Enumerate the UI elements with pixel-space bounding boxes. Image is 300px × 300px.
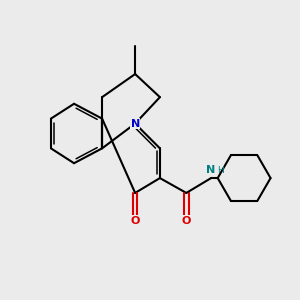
Text: O: O	[130, 216, 140, 226]
Text: N: N	[130, 118, 140, 129]
Text: H: H	[217, 167, 224, 176]
Text: N: N	[206, 165, 216, 176]
Text: O: O	[182, 216, 191, 226]
